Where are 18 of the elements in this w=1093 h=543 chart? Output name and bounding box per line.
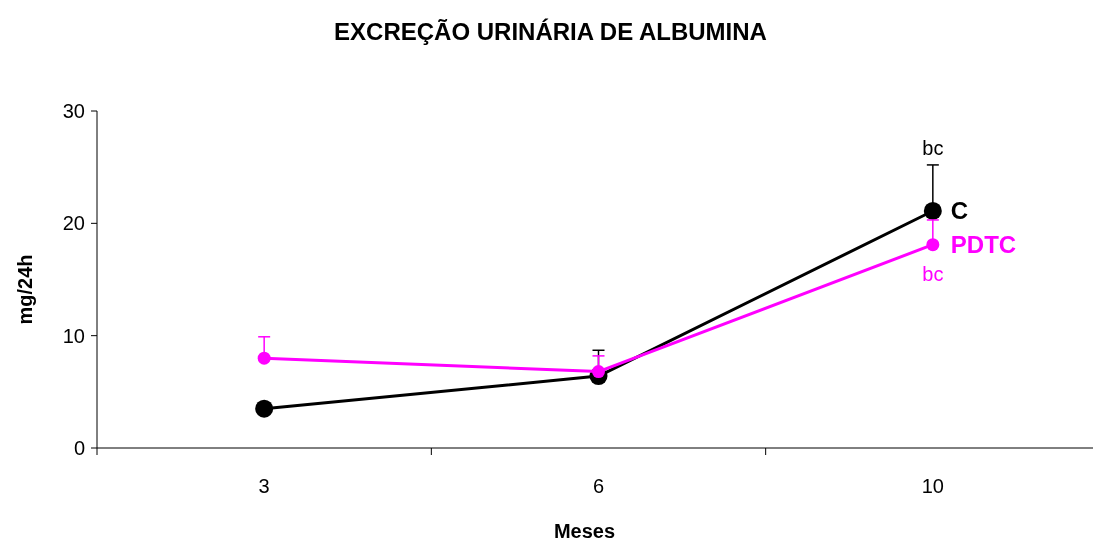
y-tick-label: 30 [62,100,85,122]
point [923,201,942,220]
annotation: bc [922,136,944,159]
x-axis-title: Meses [553,520,616,542]
x-tick-label: 3 [258,475,270,497]
y-tick-label: 0 [73,437,85,459]
x-tick-label: 6 [592,475,605,497]
series-label: PDTC [950,230,1017,258]
annotation: bc [922,262,944,285]
point [255,399,274,418]
y-tick-label: 20 [62,212,85,235]
y-tick-label: 10 [62,324,85,347]
point [926,238,940,252]
x-tick-label: 10 [921,475,944,497]
series-label: C [950,196,969,224]
chart-title: EXCREÇÃO URINÁRIA DE ALBUMINA [334,18,767,45]
point [257,351,271,365]
y-axis-title: mg/24h [14,254,36,325]
